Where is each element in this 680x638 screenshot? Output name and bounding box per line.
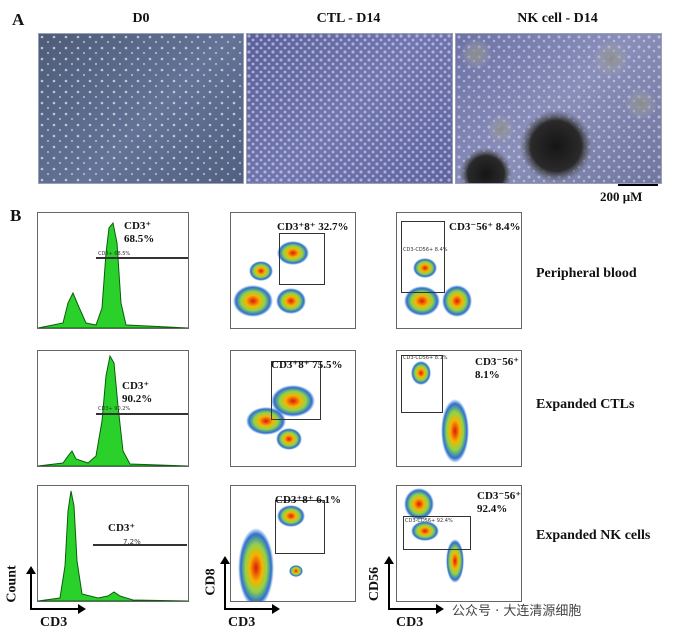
cd56-x-axis-title: CD3 [396,615,424,630]
cd8-x-axis-arrow [224,608,274,610]
micrograph-d0-texture [39,34,243,183]
cd8-y-arrowhead [220,556,230,564]
dotplot-cd8-expanded-nk: CD3⁺8⁺ 6.1% [230,485,356,602]
cd56-y-axis-arrow [388,560,390,610]
hist-y-axis-arrow [30,570,32,610]
dotplot-cd8-expanded-ctls: CD3⁺8⁺ 75.5% [230,350,356,467]
gate-label-name: CD3⁺ [124,220,152,232]
dotplot-density [238,505,305,601]
row-label-expanded-ctls: Expanded CTLs [536,397,635,412]
micrograph-nk [455,33,662,184]
cd56-gate-label: CD3⁻56⁺ 8.1% [475,356,519,381]
cd56-gate-label: CD3⁻56⁺ 92.4% [477,490,521,515]
histogram-curve [38,354,188,466]
histogram-curve [38,221,188,328]
gate-tiny-label: CD3+ 68.5% [98,251,131,257]
scale-bar-label: 200 μM [600,189,643,204]
dotplot-density [404,488,464,583]
gate-label: CD3⁺ [108,522,136,534]
cd8-y-axis-arrow [224,560,226,610]
gate-label-name: CD3⁺ [122,380,150,392]
dotplot-density [246,385,315,450]
column-title-nk: NK cell - D14 [517,11,598,26]
dotplot-cd8-peripheral-blood: CD3⁺8⁺ 32.7% [230,212,356,329]
gate-tiny-label: CD3+ 90.2% [98,406,131,412]
row-label-peripheral-blood: Peripheral blood [536,266,637,281]
cd56-gate-tiny: CD3-CD56+ 8.1% [403,355,448,361]
watermark: 公众号 · 大连清源细胞 [452,604,582,619]
gate-label: CD3⁺ 90.2% [122,380,152,406]
hist-y-axis-title: Count [4,565,20,603]
cd8-gate-label: CD3⁺8⁺ 75.5% [271,359,343,371]
cd56-x-axis-arrow [388,608,438,610]
row-label-expanded-nk: Expanded NK cells [536,528,651,543]
histogram-curve [38,490,188,601]
panel-a-letter: A [12,10,25,29]
cd56-gate [401,355,443,413]
cd8-x-arrowhead [272,604,280,614]
histogram-expanded-nk: CD3⁺ 7.2% [37,485,189,602]
hist-x-axis-title: CD3 [40,615,68,630]
hist-x-axis-arrow [30,608,80,610]
hist-x-arrowhead [78,604,86,614]
cd8-gate-label: CD3⁺8⁺ 32.7% [277,221,349,233]
dotplot-cd56-expanded-ctls: CD3-CD56+ 8.1% CD3⁻56⁺ 8.1% [396,350,522,467]
dotplot-density [411,361,469,463]
cd8-gate [279,233,325,285]
cd8-y-axis-title: CD8 [203,568,219,596]
cd8-gate [275,500,325,554]
gate-label-value: 90.2% [122,393,153,405]
hist-y-arrowhead [26,566,36,574]
histogram-peripheral-blood: CD3⁺ 68.5% CD3+ 68.5% [37,212,189,329]
cd56-y-axis-title: CD56 [367,566,383,602]
micrograph-ctl [246,33,453,184]
gate-line [93,544,187,546]
cd56-gate-label: CD3⁻56⁺ 8.4% [449,221,521,233]
gate-line [96,257,188,259]
histogram-expanded-ctls: CD3⁺ 90.2% CD3+ 90.2% [37,350,189,467]
cd56-gate-tiny: CD3-CD56+ 92.4% [405,518,453,524]
cd56-gate-tiny: CD3-CD56+ 8.4% [403,247,448,253]
gate-tiny-label: 7.2% [123,538,141,546]
column-title-d0: D0 [132,11,150,26]
cd56-y-arrowhead [384,556,394,564]
micrograph-d0 [38,33,244,184]
scale-bar [618,184,658,186]
dotplot-density [233,241,309,317]
gate-line [96,413,188,415]
cd8-gate-label: CD3⁺8⁺ 6.1% [275,494,341,506]
column-title-ctl: CTL - D14 [316,11,381,26]
cd8-gate [271,361,321,420]
cd56-x-arrowhead [436,604,444,614]
cd8-x-axis-title: CD3 [228,615,256,630]
panel-b-letter: B [10,206,22,225]
cd56-gate [403,516,471,550]
cd56-gate [401,221,445,293]
dotplot-cd56-peripheral-blood: CD3-CD56+ 8.4% CD3⁻56⁺ 8.4% [396,212,522,329]
micrograph-ctl-texture [247,34,452,183]
gate-label: CD3⁺ 68.5% [124,220,154,246]
dotplot-density [404,258,472,317]
dotplot-cd56-expanded-nk: CD3-CD56+ 92.4% CD3⁻56⁺ 92.4% [396,485,522,602]
micrograph-nk-texture [456,34,661,183]
gate-label-value: 68.5% [124,233,155,245]
